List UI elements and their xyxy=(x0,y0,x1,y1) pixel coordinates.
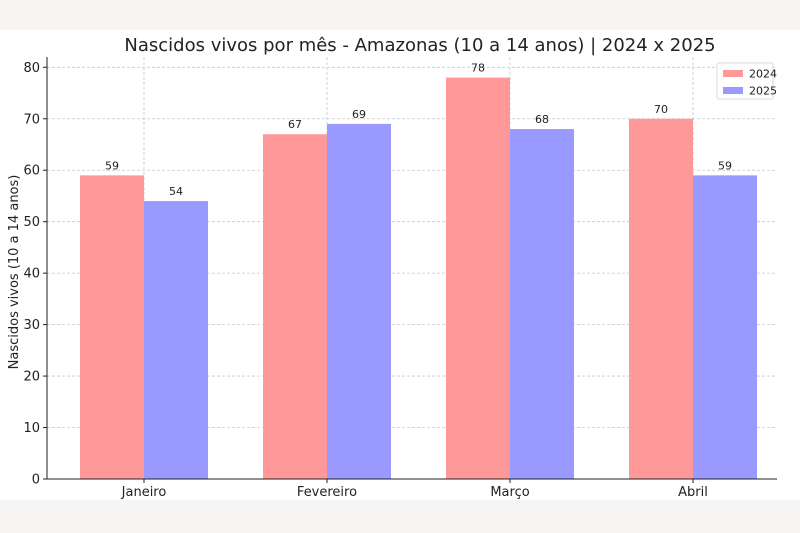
bar xyxy=(629,118,693,479)
bar xyxy=(263,134,327,479)
data-label: 70 xyxy=(654,103,668,116)
y-tick-label: 40 xyxy=(23,267,40,282)
x-tick-label: Janeiro xyxy=(121,485,167,500)
chart-title: Nascidos vivos por mês - Amazonas (10 a … xyxy=(124,35,715,56)
bars: 59 67 78 70 54 69 68 59 xyxy=(80,62,757,480)
data-label: 68 xyxy=(535,113,549,126)
y-tick-label: 10 xyxy=(23,421,40,436)
chart-container: Nascidos vivos por mês - Amazonas (10 a … xyxy=(0,30,800,500)
bar xyxy=(144,201,208,479)
y-tick-label: 80 xyxy=(23,61,40,76)
legend-label: 2024 xyxy=(749,68,777,81)
legend-label: 2025 xyxy=(749,85,777,98)
y-tick-label: 50 xyxy=(23,215,40,230)
legend-swatch xyxy=(723,87,743,94)
y-tick-label: 60 xyxy=(23,164,40,179)
y-tick-label: 70 xyxy=(23,112,40,127)
y-tick-label: 0 xyxy=(32,473,40,488)
legend: 2024 2025 xyxy=(716,62,777,100)
bar xyxy=(327,123,391,479)
data-label: 69 xyxy=(352,108,366,121)
legend-swatch xyxy=(723,70,743,77)
bar xyxy=(80,175,144,480)
data-label: 59 xyxy=(105,159,119,172)
data-label: 59 xyxy=(718,159,732,172)
data-label: 54 xyxy=(169,185,183,198)
axes: 0 10 20 30 40 50 60 70 80 Janeiro Fevereiro Março Ab… xyxy=(23,57,777,500)
x-tick-label: Março xyxy=(490,485,529,500)
data-label: 67 xyxy=(288,118,302,131)
x-tick-label: Fevereiro xyxy=(297,485,357,500)
bar xyxy=(510,129,574,480)
y-axis-label: Nascidos vivos (10 a 14 anos) xyxy=(7,175,22,370)
y-tick-label: 20 xyxy=(23,370,40,385)
data-label: 78 xyxy=(471,62,485,75)
bar xyxy=(693,175,757,480)
x-tick-label: Abril xyxy=(678,485,708,500)
bar-chart: Nascidos vivos por mês - Amazonas (10 a … xyxy=(7,35,777,500)
y-tick-label: 30 xyxy=(23,318,40,333)
bar xyxy=(446,77,510,480)
